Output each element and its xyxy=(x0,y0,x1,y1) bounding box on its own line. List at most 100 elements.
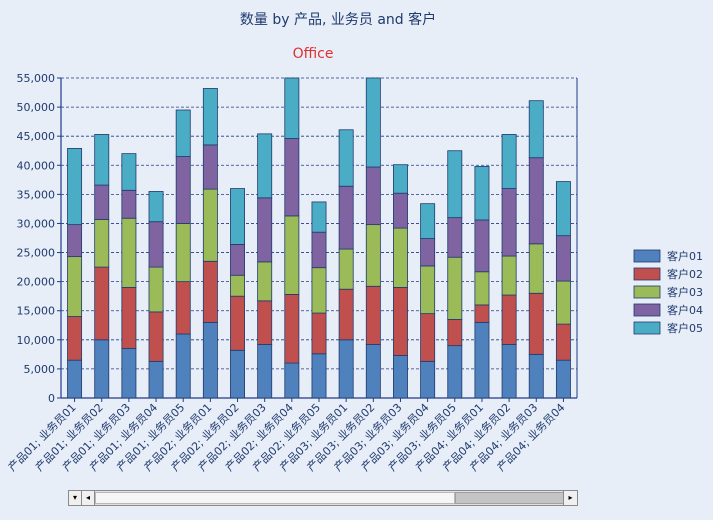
bar-segment-客户04 xyxy=(420,238,436,267)
bar-segment-客户02 xyxy=(447,319,463,347)
y-tick-label: 20,000 xyxy=(17,276,56,289)
bar-segment-客户01 xyxy=(365,344,381,399)
y-tick-label: 15,000 xyxy=(17,305,56,318)
bar-segment-客户04 xyxy=(67,224,83,258)
bar-segment-客户03 xyxy=(528,243,544,294)
y-tick-label: 45,000 xyxy=(17,130,56,143)
bar-segment-客户01 xyxy=(284,362,300,399)
bar-segment-客户03 xyxy=(202,188,218,262)
bar-segment-客户05 xyxy=(338,129,354,187)
legend-label: 客户03 xyxy=(667,285,703,299)
bar-segment-客户04 xyxy=(474,219,490,273)
legend-swatch xyxy=(633,249,661,263)
legend-swatch xyxy=(633,303,661,317)
bar-segment-客户05 xyxy=(528,100,544,159)
bar-segment-客户05 xyxy=(230,188,245,245)
scroll-left-button[interactable]: ◂ xyxy=(82,491,95,505)
bar-segment-客户04 xyxy=(338,185,354,250)
bar-segment-客户01 xyxy=(474,321,490,399)
horizontal-scrollbar[interactable]: ▾ ◂ ▸ xyxy=(68,490,578,506)
bar-segment-客户03 xyxy=(393,227,408,288)
bar-segment-客户01 xyxy=(67,359,83,399)
bar-segment-客户04 xyxy=(555,235,571,282)
bar-segment-客户01 xyxy=(338,339,354,399)
bar-segment-客户02 xyxy=(257,300,273,345)
bar-segment-客户04 xyxy=(94,184,110,220)
bar-segment-客户02 xyxy=(528,292,544,355)
bar-segment-客户05 xyxy=(175,109,191,157)
stacked-bar-chart: 数量 by 产品, 业务员 and 客户 Office 0 5,000 10,000… xyxy=(5,11,703,474)
legend-swatch xyxy=(633,267,661,281)
bar-segment-客户02 xyxy=(365,285,381,345)
bar-segment-客户05 xyxy=(420,203,436,239)
bar-segment-客户01 xyxy=(501,344,517,399)
bar-segment-客户02 xyxy=(311,312,327,355)
y-tick-label: 55,000 xyxy=(17,72,56,85)
bar-segment-客户04 xyxy=(447,217,463,258)
legend-swatch xyxy=(633,285,661,299)
bar-segment-客户02 xyxy=(474,304,490,323)
legend: 客户01 客户02 客户03 客户04 客户05 xyxy=(633,249,703,335)
bar-segment-客户01 xyxy=(447,345,463,399)
bar-segment-客户05 xyxy=(365,77,381,168)
bar-segment-客户02 xyxy=(121,287,137,349)
bar-segment-客户05 xyxy=(501,134,517,189)
bar-segment-客户05 xyxy=(67,147,83,226)
plot-area: 0 5,000 10,000 15,000 20,000 25,000 30,000 35,0… xyxy=(5,72,578,474)
bar-segment-客户02 xyxy=(284,294,300,364)
bar-segment-客户05 xyxy=(202,88,218,146)
bar-segment-客户05 xyxy=(257,133,273,199)
bar-segment-客户01 xyxy=(175,333,191,399)
bar-segment-客户02 xyxy=(393,287,408,356)
bar-segment-客户01 xyxy=(257,344,273,399)
bar-segment-客户02 xyxy=(501,294,517,345)
y-tick-label: 10,000 xyxy=(17,334,56,347)
bar-segment-客户05 xyxy=(311,201,327,233)
bar-segment-客户04 xyxy=(501,188,517,257)
bar-segment-客户01 xyxy=(202,321,218,399)
bar-segment-客户01 xyxy=(555,359,571,399)
chart-subtitle: Office xyxy=(293,46,334,62)
bar-segment-客户03 xyxy=(365,224,381,287)
bar-segment-客户01 xyxy=(420,360,436,399)
bar-segment-客户03 xyxy=(67,256,83,317)
bar-segment-客户04 xyxy=(311,231,327,269)
bar-segment-客户01 xyxy=(311,353,327,399)
bar-segment-客户03 xyxy=(338,248,354,290)
bar-segment-客户03 xyxy=(94,218,110,268)
scroll-track[interactable] xyxy=(95,492,455,504)
bar-segment-客户02 xyxy=(555,323,571,361)
scroll-right-button[interactable]: ▸ xyxy=(563,491,577,505)
bar-segment-客户03 xyxy=(501,255,517,296)
bar-segment-客户02 xyxy=(67,316,83,361)
bar-segment-客户04 xyxy=(148,221,164,268)
legend-label: 客户02 xyxy=(667,267,703,281)
bar-segment-客户05 xyxy=(555,181,571,237)
bar-segment-客户05 xyxy=(474,166,490,221)
bar-segment-客户04 xyxy=(284,138,300,217)
bar-segment-客户03 xyxy=(474,271,490,306)
bar-segment-客户04 xyxy=(528,157,544,245)
bar-segment-客户03 xyxy=(148,266,164,313)
y-tick-label: 50,000 xyxy=(17,101,56,114)
legend-label: 客户05 xyxy=(667,321,703,335)
bar-segment-客户03 xyxy=(284,215,300,295)
bar-segment-客户02 xyxy=(94,266,110,341)
bar-segment-客户03 xyxy=(447,256,463,320)
bar-segment-客户03 xyxy=(420,265,436,315)
bar-segment-客户04 xyxy=(365,166,381,226)
bar-segment-客户04 xyxy=(393,192,408,229)
scroll-thumb[interactable] xyxy=(455,492,564,504)
y-tick-label: 5,000 xyxy=(24,363,56,376)
bar-segment-客户05 xyxy=(447,150,463,219)
bar-segment-客户05 xyxy=(148,191,164,223)
chart-title: 数量 by 产品, 业务员 and 客户 xyxy=(240,11,436,28)
bar-segment-客户02 xyxy=(175,281,191,335)
bar-segment-客户05 xyxy=(393,164,408,194)
legend-label: 客户04 xyxy=(667,303,703,317)
bar-segment-客户03 xyxy=(175,223,191,283)
scroll-dropdown-button[interactable]: ▾ xyxy=(69,491,82,505)
bar-segment-客户04 xyxy=(202,144,218,190)
y-tick-label: 25,000 xyxy=(17,247,56,260)
legend-swatch xyxy=(633,321,661,335)
